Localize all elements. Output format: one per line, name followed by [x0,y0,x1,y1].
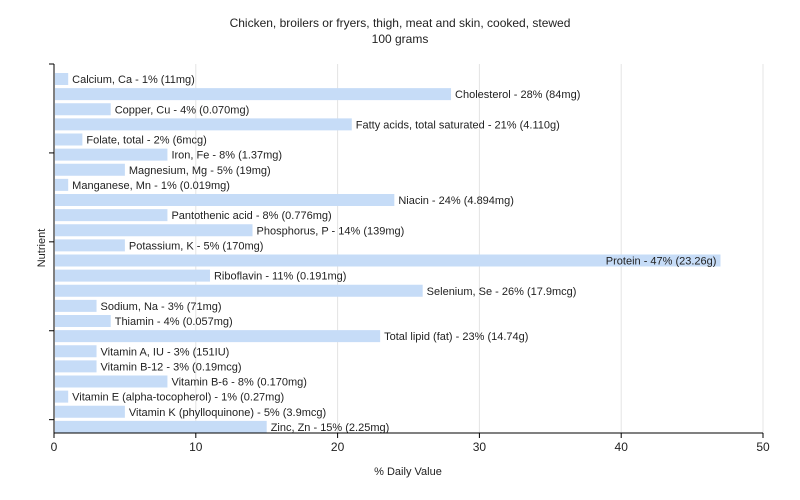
bar-label: Vitamin E (alpha-tocopherol) - 1% (0.27m… [72,392,284,404]
bar [55,209,168,222]
bar [55,375,168,388]
bar [55,178,69,191]
x-tick-label: 40 [615,440,629,454]
bar-label: Potassium, K - 5% (170mg) [129,240,264,252]
x-tick-label: 10 [189,440,203,454]
bar-label: Iron, Fe - 8% (1.37mg) [171,150,282,162]
bar-label: Cholesterol - 28% (84mg) [455,89,580,101]
bar [55,163,125,176]
bar [55,360,97,373]
bar-label: Selenium, Se - 26% (17.9mcg) [427,286,577,298]
bar-label: Fatty acids, total saturated - 21% (4.11… [356,119,560,131]
bar-label: Folate, total - 2% (6mcg) [86,135,206,147]
bar [55,315,111,327]
bar-label: Pantothenic acid - 8% (0.776mg) [171,210,331,222]
bar-label: Magnesium, Mg - 5% (19mg) [129,165,271,177]
bar [55,405,125,418]
bar [55,420,267,433]
bar-label: Thiamin - 4% (0.057mg) [115,316,233,328]
x-tick-label: 0 [51,440,58,454]
bar [55,269,210,282]
bar-label: Protein - 47% (23.26g) [606,256,717,268]
bar [55,330,381,343]
axes [49,63,763,434]
bar [55,345,97,358]
bar-label: Manganese, Mn - 1% (0.019mg) [72,180,230,192]
bar [55,133,83,146]
bar [55,148,168,161]
chart-subtitle: 100 grams [371,32,429,46]
chart-title-block: Chicken, broilers or fryers, thigh, meat… [0,15,800,47]
bar-label: Riboflavin - 11% (0.191mg) [214,271,346,283]
bar [55,88,452,101]
bar-label: Zinc, Zn - 15% (2.25mg) [271,422,390,434]
y-axis-label: Nutrient [36,228,48,268]
bars [55,73,721,433]
bar-label: Total lipid (fat) - 23% (14.74g) [384,331,528,343]
bar-label: Vitamin B-12 - 3% (0.19mcg) [101,361,242,373]
bar [55,390,69,403]
bar [55,224,253,237]
bar [55,73,69,85]
bar [55,118,352,131]
x-tick-label: 30 [473,440,487,454]
bar-label: Sodium, Na - 3% (71mg) [101,301,222,313]
bar-label: Calcium, Ca - 1% (11mg) [72,74,195,86]
bar-label: Vitamin B-6 - 8% (0.170mg) [171,377,307,389]
x-axis-label: % Daily Value [374,466,442,478]
bar [55,284,423,297]
bar [55,254,721,267]
bar-label: Phosphorus, P - 14% (139mg) [257,225,405,237]
bar-labels: Calcium, Ca - 1% (11mg) Cholesterol - 28%… [72,74,716,434]
bar-label: Niacin - 24% (4.894mg) [398,195,514,207]
x-tick-label: 50 [756,440,770,454]
bar [55,194,395,206]
bar [55,299,97,312]
bar-label: Vitamin A, IU - 3% (151IU) [101,346,230,358]
chart-title: Chicken, broilers or fryers, thigh, meat… [229,16,571,30]
x-tick-label: 20 [331,440,345,454]
bar-label: Copper, Cu - 4% (0.070mg) [115,104,250,116]
bar-label: Vitamin K (phylloquinone) - 5% (3.9mcg) [129,407,326,419]
bar [55,239,125,252]
x-ticks: 0 10 20 30 40 50 [51,433,770,454]
bar [55,103,111,116]
